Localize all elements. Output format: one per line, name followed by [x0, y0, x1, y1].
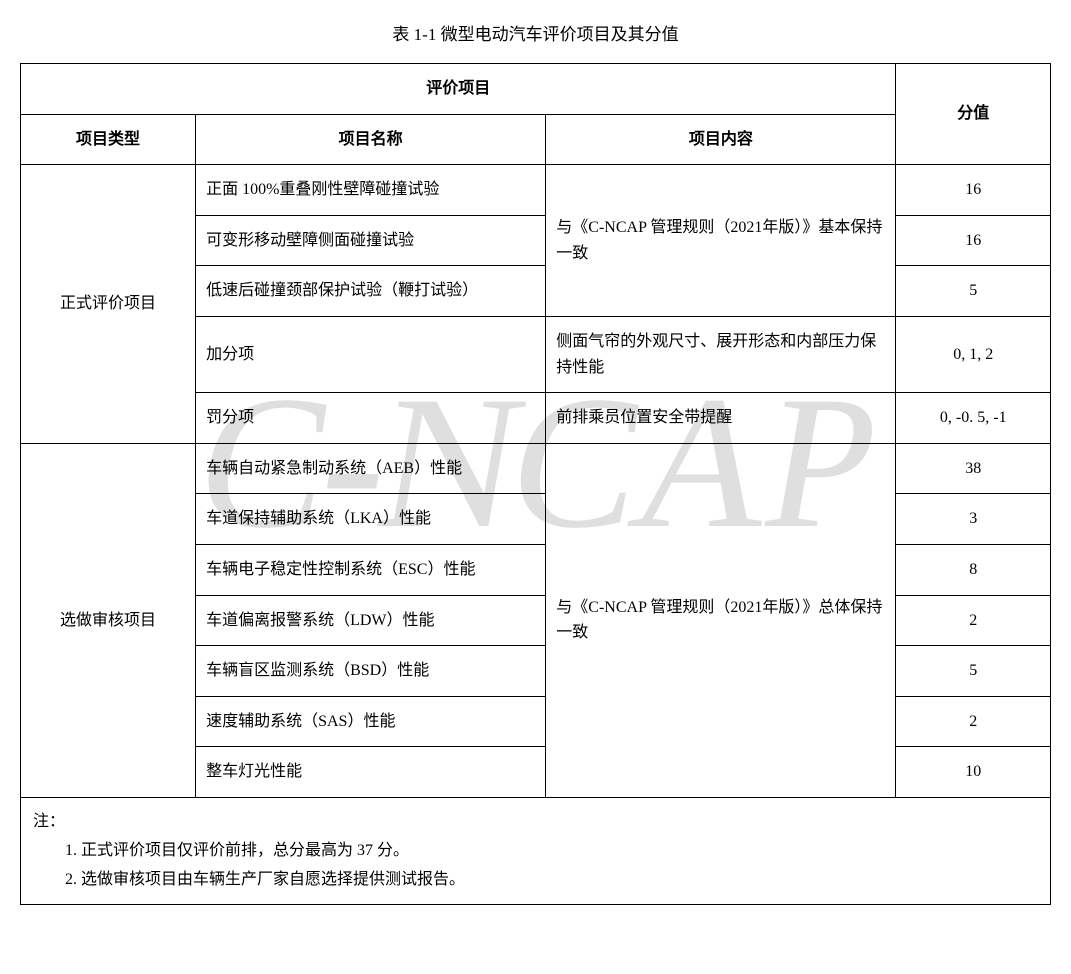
notes-label: 注：: [33, 808, 1038, 837]
section-type-label: 正式评价项目: [21, 165, 196, 444]
project-name-cell: 速度辅助系统（SAS）性能: [196, 696, 546, 747]
score-cell: 16: [896, 165, 1051, 216]
project-content-group: 与《C-NCAP 管理规则（2021年版）》总体保持一致: [546, 443, 896, 797]
notes-cell: 注： 1. 正式评价项目仅评价前排，总分最高为 37 分。 2. 选做审核项目由…: [21, 797, 1051, 904]
header-row-1: 评价项目 分值: [21, 64, 1051, 115]
note-item: 1. 正式评价项目仅评价前排，总分最高为 37 分。: [33, 837, 1038, 866]
project-content-cell: 侧面气帘的外观尺寸、展开形态和内部压力保持性能: [546, 316, 896, 392]
header-score: 分值: [896, 64, 1051, 165]
header-project-name: 项目名称: [196, 114, 546, 165]
section-type-label: 选做审核项目: [21, 443, 196, 797]
project-content-cell: 前排乘员位置安全带提醒: [546, 393, 896, 444]
header-project-type: 项目类型: [21, 114, 196, 165]
header-eval-items: 评价项目: [21, 64, 896, 115]
score-cell: 2: [896, 696, 1051, 747]
evaluation-table: 评价项目 分值 项目类型 项目名称 项目内容 正式评价项目 正面 100%重叠刚…: [20, 63, 1051, 905]
table-row: 正式评价项目 正面 100%重叠刚性壁障碰撞试验 与《C-NCAP 管理规则（2…: [21, 165, 1051, 216]
project-name-cell: 车辆盲区监测系统（BSD）性能: [196, 646, 546, 697]
project-name-cell: 整车灯光性能: [196, 747, 546, 798]
header-project-content: 项目内容: [546, 114, 896, 165]
score-cell: 38: [896, 443, 1051, 494]
score-cell: 5: [896, 646, 1051, 697]
project-name-cell: 车道保持辅助系统（LKA）性能: [196, 494, 546, 545]
project-name-cell: 低速后碰撞颈部保护试验（鞭打试验）: [196, 266, 546, 317]
project-name-cell: 车辆自动紧急制动系统（AEB）性能: [196, 443, 546, 494]
score-cell: 0, -0. 5, -1: [896, 393, 1051, 444]
score-cell: 0, 1, 2: [896, 316, 1051, 392]
score-cell: 3: [896, 494, 1051, 545]
project-content-group: 与《C-NCAP 管理规则（2021年版）》基本保持一致: [546, 165, 896, 317]
table-title: 表 1-1 微型电动汽车评价项目及其分值: [20, 20, 1051, 45]
notes-row: 注： 1. 正式评价项目仅评价前排，总分最高为 37 分。 2. 选做审核项目由…: [21, 797, 1051, 904]
score-cell: 5: [896, 266, 1051, 317]
document-content: 表 1-1 微型电动汽车评价项目及其分值 评价项目 分值 项目类型 项目名称 项…: [20, 20, 1051, 905]
score-cell: 16: [896, 215, 1051, 266]
project-name-cell: 车道偏离报警系统（LDW）性能: [196, 595, 546, 646]
score-cell: 2: [896, 595, 1051, 646]
score-cell: 10: [896, 747, 1051, 798]
note-item: 2. 选做审核项目由车辆生产厂家自愿选择提供测试报告。: [33, 866, 1038, 895]
project-name-cell: 车辆电子稳定性控制系统（ESC）性能: [196, 544, 546, 595]
project-name-cell: 加分项: [196, 316, 546, 392]
project-name-cell: 正面 100%重叠刚性壁障碰撞试验: [196, 165, 546, 216]
project-name-cell: 罚分项: [196, 393, 546, 444]
table-row: 选做审核项目 车辆自动紧急制动系统（AEB）性能 与《C-NCAP 管理规则（2…: [21, 443, 1051, 494]
score-cell: 8: [896, 544, 1051, 595]
project-name-cell: 可变形移动壁障侧面碰撞试验: [196, 215, 546, 266]
